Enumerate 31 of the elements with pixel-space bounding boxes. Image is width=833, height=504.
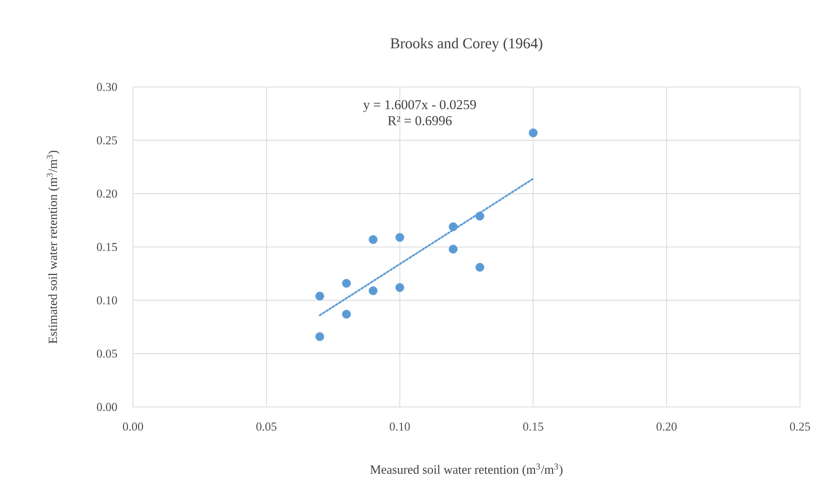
y-tick-label: 0.25 bbox=[96, 136, 117, 144]
point bbox=[448, 244, 458, 254]
x-axis-title: Measured soil water retention (m$^{3}$/m$^{3}$) bbox=[370, 464, 562, 476]
annotation: y = 1.6007x - 0.0259 bbox=[363, 100, 476, 112]
x-tick-label: 0.15 bbox=[523, 422, 544, 431]
y-tick-label: 0.15 bbox=[96, 242, 117, 252]
point bbox=[475, 262, 484, 272]
x-tick-label: 0.10 bbox=[390, 422, 410, 431]
chart-title: Brooks and Corey (1964) bbox=[390, 38, 542, 52]
point bbox=[528, 128, 538, 138]
x-tick-label: 0.25 bbox=[790, 422, 810, 431]
point bbox=[342, 310, 351, 319]
y-tick-label: 0.05 bbox=[96, 350, 117, 358]
point bbox=[315, 332, 324, 342]
point bbox=[448, 222, 458, 232]
point bbox=[315, 292, 324, 300]
point bbox=[368, 235, 378, 244]
y-tick-label: 0.20 bbox=[96, 190, 117, 198]
point bbox=[342, 278, 351, 288]
annotation: R² = 0.6996 bbox=[388, 116, 452, 126]
y-tick-label: 0.10 bbox=[96, 296, 117, 304]
x-tick-label: 0.00 bbox=[122, 422, 144, 431]
y-axis-title: Estimated soil water retention (m$^{3}$/m$^{3}$) bbox=[46, 150, 60, 344]
point bbox=[395, 233, 404, 242]
x-tick-label: 0.05 bbox=[256, 422, 276, 431]
point bbox=[395, 283, 404, 292]
y-tick-label: 0.00 bbox=[96, 402, 117, 412]
point bbox=[368, 286, 378, 296]
point bbox=[475, 212, 484, 220]
y-tick-label: 0.30 bbox=[96, 82, 117, 92]
x-tick-label: 0.20 bbox=[656, 422, 677, 431]
